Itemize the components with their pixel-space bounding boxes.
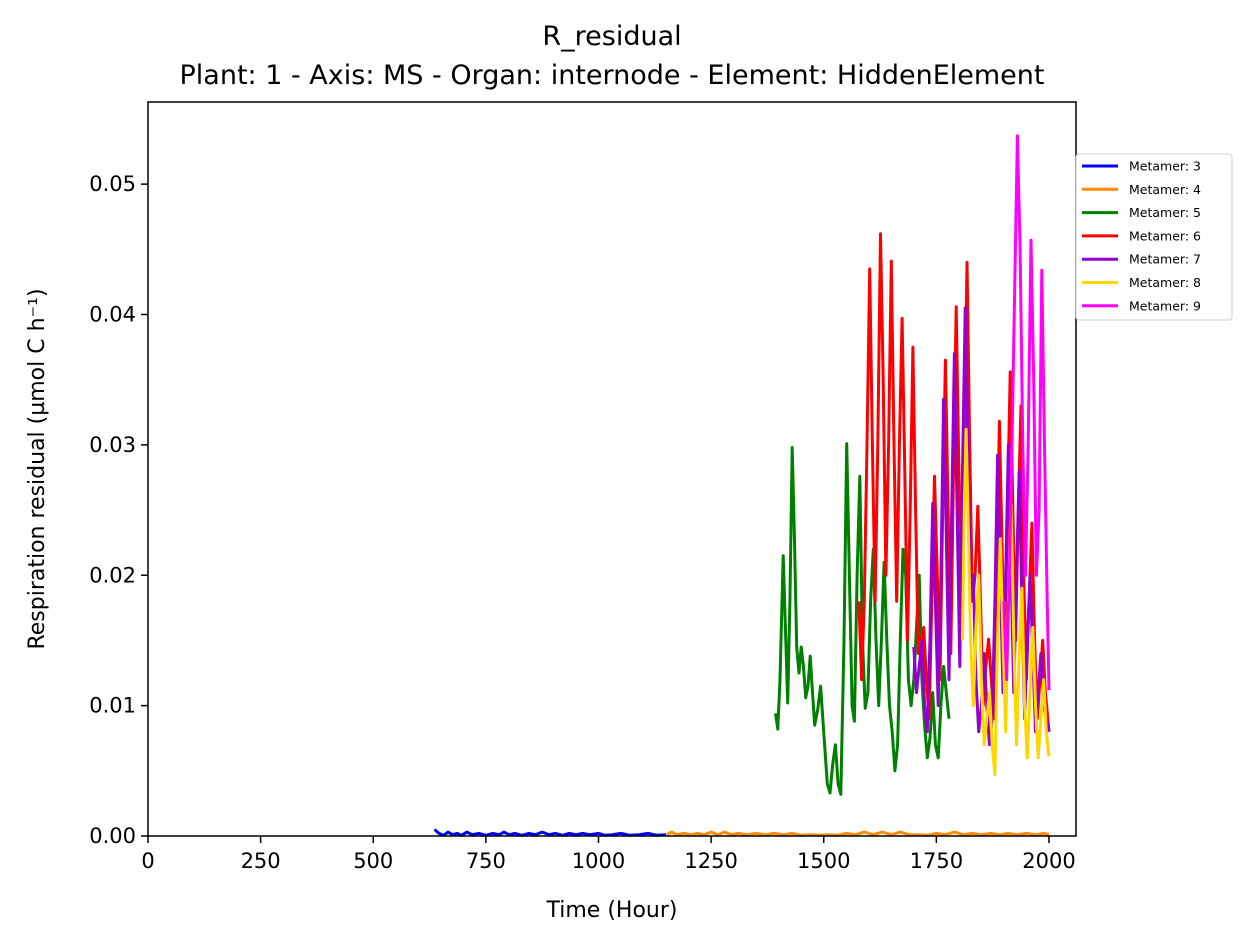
y-axis-label: Respiration residual (µmol C h⁻¹) — [25, 288, 50, 649]
y-tick-label: 0.03 — [89, 433, 136, 457]
y-tick-label: 0.00 — [89, 824, 136, 848]
x-axis: 0 250 500 750 1000 1250 1500 1750 2000 — [141, 836, 1076, 873]
legend-entry: Metamer: 3 — [1129, 159, 1201, 174]
chart-title: R_residual — [542, 21, 681, 52]
x-tick-label: 250 — [241, 849, 281, 873]
series-line-metamer-3 — [433, 828, 667, 837]
series-line-metamer-9 — [1002, 134, 1051, 691]
series-line-metamer-4 — [666, 830, 1050, 837]
x-tick-label: 1000 — [572, 849, 625, 873]
series-line-metamer-8 — [961, 427, 1051, 777]
plot-frame — [147, 101, 1077, 837]
legend-entry: Metamer: 4 — [1129, 182, 1201, 197]
x-tick-label: 2000 — [1022, 849, 1075, 873]
x-tick-label: 1500 — [797, 849, 850, 873]
x-tick-label: 500 — [353, 849, 393, 873]
series-line-metamer-5 — [774, 442, 951, 796]
x-tick-label: 0 — [141, 849, 154, 873]
x-axis-label: Time (Hour) — [546, 898, 678, 923]
legend-entry: Metamer: 5 — [1129, 205, 1201, 220]
y-axis: 0.00 0.01 0.02 0.03 0.04 0.05 — [89, 172, 148, 848]
y-tick-label: 0.04 — [89, 303, 136, 327]
y-tick-label: 0.01 — [89, 694, 136, 718]
x-tick-label: 1750 — [910, 849, 963, 873]
x-tick-label: 1250 — [684, 849, 737, 873]
y-tick-label: 0.05 — [89, 172, 136, 196]
legend-entry: Metamer: 7 — [1129, 252, 1201, 267]
x-tick-label: 750 — [466, 849, 506, 873]
legend-entry: Metamer: 9 — [1129, 298, 1201, 313]
y-tick-label: 0.02 — [89, 563, 136, 587]
legend-box — [1075, 153, 1233, 321]
chart-subtitle: Plant: 1 - Axis: MS - Organ: internode -… — [180, 60, 1045, 91]
plot-area — [433, 134, 1051, 837]
legend-entry: Metamer: 8 — [1129, 275, 1201, 290]
legend-entry: Metamer: 6 — [1129, 228, 1201, 243]
legend: Metamer: 3 Metamer: 4 Metamer: 5 Metamer: 6… — [1075, 153, 1233, 321]
